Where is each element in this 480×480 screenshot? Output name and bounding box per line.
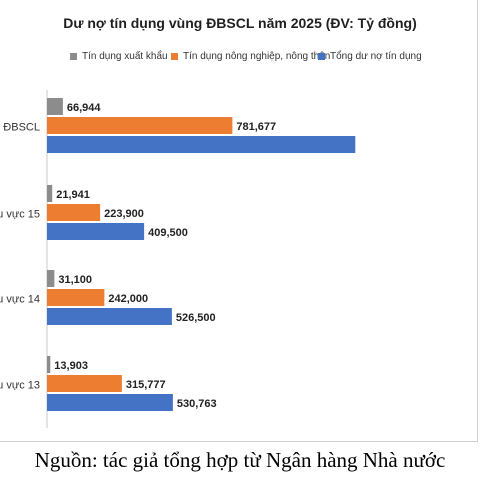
data-label: 21,941 — [56, 189, 90, 201]
chart-legend: Tín dụng xuất khẩu Tín dụng nông nghiệp,… — [0, 51, 480, 67]
data-label: 223,900 — [104, 208, 144, 220]
data-label: 13,903 — [54, 360, 88, 372]
data-label: 66,944 — [67, 102, 102, 114]
bar-0-3 — [47, 356, 51, 373]
legend-item-export-credit: Tín dụng xuất khẩu — [70, 51, 168, 62]
category-label: u vực 15 — [0, 209, 40, 221]
chart-frame — [0, 0, 478, 442]
legend-swatch — [318, 53, 325, 60]
bar-2-0 — [47, 136, 356, 153]
legend-swatch — [70, 53, 77, 60]
chart-title: Dư nợ tín dụng vùng ĐBSCL năm 2025 (ĐV: … — [63, 15, 417, 31]
source-note: Nguồn: tác giả tổng hợp từ Ngân hàng Nhà… — [34, 448, 446, 472]
data-label: 31,100 — [58, 274, 92, 286]
bar-0-0 — [47, 98, 63, 115]
bar-2-3 — [47, 394, 173, 411]
data-label: 530,763 — [177, 398, 217, 410]
bar-2-1 — [47, 223, 145, 240]
data-label: 526,500 — [176, 312, 216, 324]
legend-swatch — [171, 53, 178, 60]
data-label: 242,000 — [108, 293, 148, 305]
bar-chart: ng ĐBSCL 66,944 781,677 u vực 15 21,941 223,9… — [0, 90, 356, 428]
bar-1-2 — [47, 289, 105, 306]
legend-label: Tổng dư nợ tín dụng — [330, 51, 422, 62]
data-label: 781,677 — [236, 121, 276, 133]
bar-0-2 — [47, 270, 55, 287]
data-label: 315,777 — [126, 379, 166, 391]
bar-0-1 — [47, 185, 53, 202]
legend-item-total-credit: Tổng dư nợ tín dụng — [318, 51, 422, 62]
legend-item-agri-credit: Tín dụng nông nghiệp, nông thôn — [171, 51, 330, 62]
legend-label: Tín dụng nông nghiệp, nông thôn — [183, 51, 331, 62]
legend-label: Tín dụng xuất khẩu — [82, 51, 168, 62]
bar-2-2 — [47, 308, 172, 325]
bar-1-0 — [47, 117, 233, 134]
bar-1-3 — [47, 375, 122, 392]
data-label: 409,500 — [148, 227, 188, 239]
category-label: ng ĐBSCL — [0, 122, 40, 134]
category-label: u vực 13 — [0, 380, 40, 392]
category-label: u vực 14 — [0, 294, 40, 306]
bar-1-1 — [47, 204, 101, 221]
